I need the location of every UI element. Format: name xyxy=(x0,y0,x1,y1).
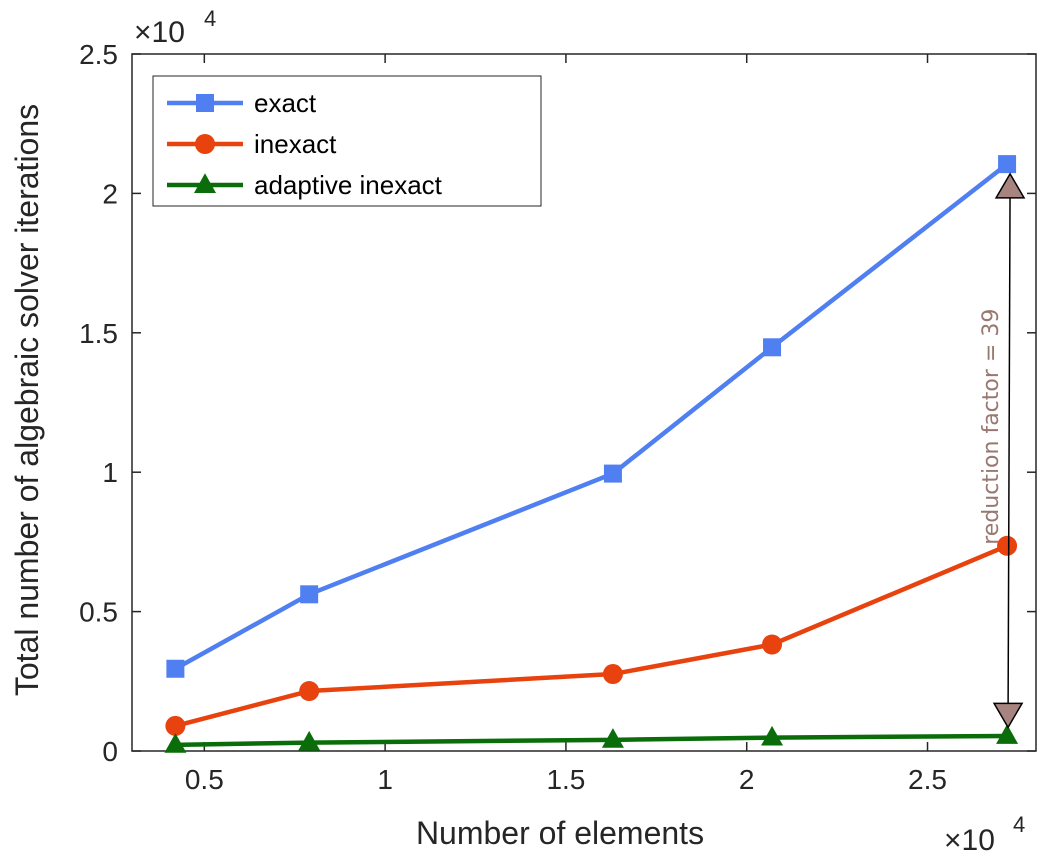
y-tick-label: 2.5 xyxy=(79,39,118,70)
legend-label-0: exact xyxy=(254,88,317,118)
data-point-0-3 xyxy=(763,338,782,357)
series-line-2 xyxy=(175,733,1008,748)
y-tick-label: 2 xyxy=(102,178,118,209)
data-point-0-1 xyxy=(300,585,319,604)
y-tick-label: 0.5 xyxy=(79,597,118,628)
data-point-1-2 xyxy=(602,664,623,685)
annotation-group: reduction factor = 39 xyxy=(979,172,1026,729)
data-point-1-3 xyxy=(762,634,783,655)
y-tick-label: 0 xyxy=(102,736,118,767)
data-point-2-2 xyxy=(601,728,624,748)
annotation-arrowhead-up xyxy=(994,172,1026,199)
plot-area xyxy=(131,53,1037,752)
legend-marker-2 xyxy=(194,173,216,193)
ticks: 0.5 1 1.5 2 2.5 0 0.5 1 1.5 2 2.5 xyxy=(79,39,1036,795)
x-tick-label: 1 xyxy=(377,764,393,795)
series-line-0 xyxy=(174,162,1009,671)
legend-label-1: inexact xyxy=(254,129,337,159)
data-point-0-2 xyxy=(603,464,622,483)
data-point-2-4 xyxy=(996,724,1019,744)
data-point-2-1 xyxy=(298,730,321,751)
x-multiplier-exponent: 4 xyxy=(1013,812,1025,837)
series-group xyxy=(164,155,1019,753)
data-point-1-4 xyxy=(997,535,1018,556)
data-point-2-3 xyxy=(761,725,784,746)
annotation-arrowhead-down xyxy=(992,702,1024,729)
legend: exact inexact adaptive inexact xyxy=(152,75,542,207)
annotation-label: reduction factor = 39 xyxy=(979,309,1004,545)
x-tick-label: 2 xyxy=(739,764,755,795)
legend-marker-1 xyxy=(195,134,215,154)
y-tick-label: 1.5 xyxy=(79,318,118,349)
annotation-arrow-line xyxy=(1007,187,1011,714)
data-point-1-0 xyxy=(165,715,186,736)
data-point-0-0 xyxy=(166,659,185,678)
y-axis-label: Total number of algebraic solver iterati… xyxy=(9,104,45,696)
x-axis-label: Number of elements xyxy=(416,815,704,851)
legend-marker-0 xyxy=(196,94,214,112)
legend-label-2: adaptive inexact xyxy=(254,170,443,200)
y-multiplier-exponent: 4 xyxy=(204,6,216,31)
x-tick-label: 1.5 xyxy=(546,764,585,795)
data-point-2-0 xyxy=(164,733,187,753)
x-multiplier: ×10 xyxy=(944,824,995,855)
x-tick-label: 0.5 xyxy=(185,764,224,795)
y-multiplier: ×10 xyxy=(134,16,185,49)
y-tick-label: 1 xyxy=(102,457,118,488)
data-point-0-4 xyxy=(998,155,1017,174)
data-point-1-1 xyxy=(299,681,320,702)
series-line-1 xyxy=(174,543,1008,729)
x-tick-label: 2.5 xyxy=(908,764,947,795)
